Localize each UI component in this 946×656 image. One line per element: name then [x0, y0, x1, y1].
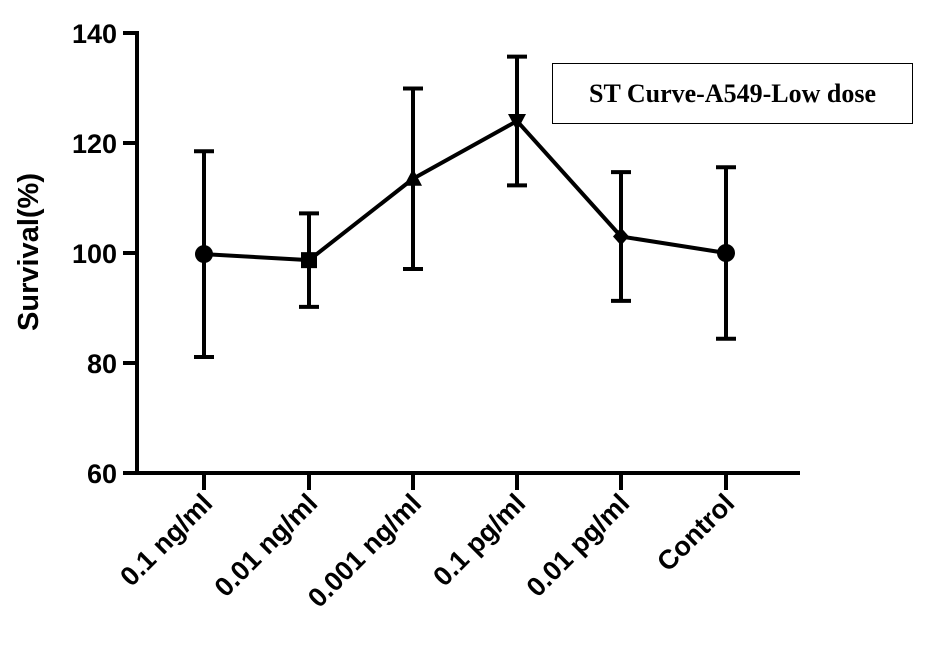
data-point — [195, 245, 213, 264]
x-tick-label: 0.01 pg/ml — [521, 488, 636, 603]
x-tick-label: Control — [651, 488, 740, 577]
y-tick-label: 60 — [87, 459, 117, 489]
data-point — [301, 252, 317, 269]
data-point — [613, 227, 629, 246]
legend-label: ST Curve-A549-Low dose — [589, 78, 876, 108]
x-tick-label: 0.01 ng/ml — [209, 488, 324, 603]
x-tick-label: 0.001 ng/ml — [302, 488, 427, 613]
series-line — [203, 119, 727, 263]
y-tick-label: 140 — [72, 19, 117, 49]
y-tick-label: 120 — [72, 129, 117, 159]
y-axis-title: Survival(%) — [13, 173, 45, 331]
y-tick-label: 80 — [87, 349, 117, 379]
x-tick-label: 0.1 pg/ml — [427, 488, 531, 592]
y-tick-label: 100 — [72, 239, 117, 269]
x-tick-label: 0.1 ng/ml — [114, 488, 218, 592]
data-point — [717, 244, 735, 262]
series-group — [194, 54, 736, 359]
legend-box: ST Curve-A549-Low dose — [552, 63, 913, 124]
data-point — [404, 168, 422, 186]
data-point — [508, 114, 526, 131]
